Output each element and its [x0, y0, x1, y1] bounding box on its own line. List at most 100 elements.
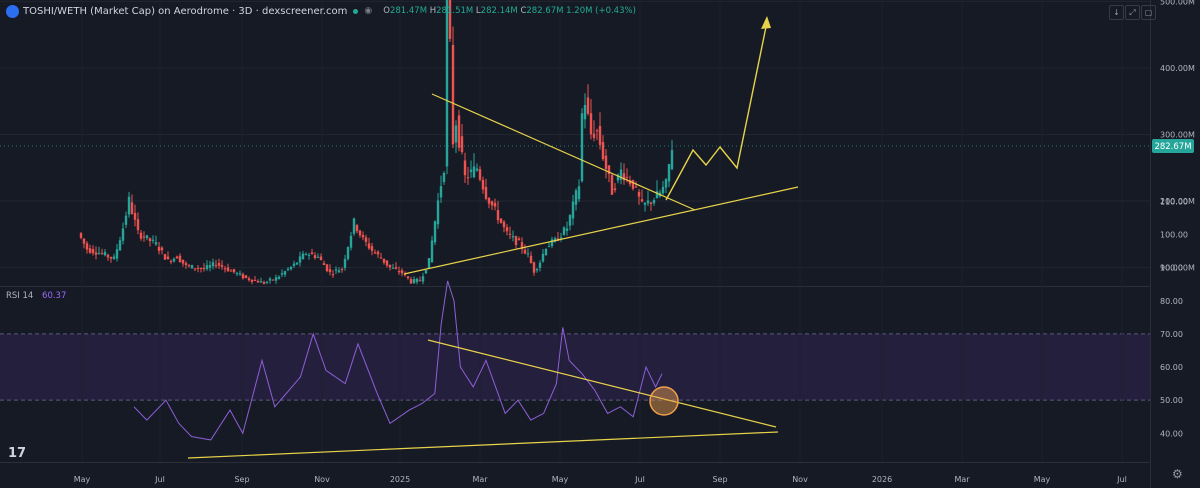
candle-body [640, 199, 644, 202]
candle-body [436, 200, 440, 225]
candle-body [307, 254, 311, 256]
candle-body [607, 165, 611, 175]
candle-body [397, 271, 401, 273]
time-tick-label: May [1034, 475, 1051, 484]
candle-body [418, 280, 422, 282]
candle-body [652, 200, 656, 204]
candle-body [631, 179, 635, 189]
candle-body [619, 169, 623, 180]
candle-body [565, 228, 569, 231]
candle-body [424, 270, 428, 274]
chart-title: TOSHI/WETH (Market Cap) on Aerodrome · 3… [23, 5, 348, 17]
rsi-header: RSI 14 60.37 [6, 291, 66, 301]
candle-body [277, 276, 281, 280]
candle-body [382, 258, 386, 263]
candle-body [223, 268, 227, 270]
candle-body [295, 262, 299, 265]
projection-arrowhead [761, 16, 771, 29]
candle-body [520, 242, 524, 250]
candle-body [325, 264, 329, 272]
time-tick-label: Sep [712, 475, 727, 484]
candle-body [484, 186, 488, 199]
candle-body [280, 273, 284, 275]
snapshot-icon[interactable]: ▢ [1141, 5, 1156, 20]
rsi-tick-label: 100.00 [1160, 231, 1188, 240]
candle-body [454, 125, 458, 143]
candle-body [241, 274, 245, 279]
candle-body [97, 253, 101, 255]
time-tick-label: Mar [472, 475, 488, 484]
candle-body [544, 248, 548, 255]
candle-body [142, 236, 146, 238]
candle-body [592, 133, 596, 138]
time-tick-label: 2025 [390, 475, 410, 484]
time-tick-label: Jul [634, 475, 645, 484]
settings-gear-icon[interactable]: ⚙ [1172, 467, 1183, 481]
tradingview-logo-icon[interactable]: 17 [8, 446, 27, 461]
candles-group [79, 0, 674, 285]
candle-body [412, 279, 416, 284]
candle-body [181, 259, 185, 264]
candle-body [550, 239, 554, 247]
candle-body [622, 173, 626, 181]
candle-body [415, 278, 419, 282]
candle-body [82, 238, 86, 244]
visibility-icon[interactable]: ◉ [364, 6, 373, 16]
candle-body [235, 273, 239, 275]
candle-body [337, 270, 341, 273]
candle-body [649, 202, 653, 205]
candle-body [664, 179, 668, 188]
candle-body [538, 262, 542, 268]
price-resistance-trendline [431, 93, 696, 211]
rsi-tick-label: 60.00 [1160, 363, 1183, 372]
candle-body [355, 225, 359, 232]
candle-body [133, 212, 137, 220]
fullscreen-icon[interactable]: ⤢ [1125, 5, 1140, 20]
candle-body [442, 172, 446, 182]
candle-body [256, 280, 260, 283]
candle-body [529, 255, 533, 264]
candle-body [601, 141, 605, 160]
candle-body [313, 255, 317, 259]
candle-body [463, 160, 467, 176]
candle-body [283, 271, 287, 275]
candle-body [352, 218, 356, 234]
rsi-resistance-trendline [427, 339, 777, 428]
candle-body [499, 218, 503, 223]
price-tick-label: 200.00M [1160, 197, 1195, 206]
candle-body [328, 269, 332, 273]
candle-body [391, 267, 395, 269]
candle-body [271, 279, 275, 281]
candle-body [247, 278, 251, 281]
candle-body [268, 278, 272, 281]
candle-body [616, 174, 620, 181]
candle-body [613, 188, 617, 191]
candle-body [457, 115, 461, 148]
candle-body [547, 246, 551, 248]
candle-body [187, 265, 191, 267]
candle-body [514, 236, 518, 246]
candle-body [646, 200, 650, 204]
candle-body [502, 221, 506, 228]
time-tick-label: Jul [154, 475, 165, 484]
candle-body [304, 253, 308, 255]
candle-body [577, 186, 581, 200]
candle-body [316, 256, 320, 258]
candle-body [661, 186, 665, 194]
candle-body [634, 186, 638, 188]
download-icon[interactable]: ↓ [1109, 5, 1124, 20]
candle-body [361, 235, 365, 238]
candle-body [202, 267, 206, 269]
time-tick-label: May [552, 475, 569, 484]
time-tick-label: May [74, 475, 91, 484]
rsi-tick-label: 90.00 [1160, 264, 1183, 273]
candle-body [571, 201, 575, 219]
candle-body [487, 198, 491, 204]
candle-body [400, 270, 404, 274]
candle-body [88, 248, 92, 253]
candle-body [79, 233, 83, 238]
candle-body [394, 267, 398, 269]
candle-body [511, 236, 515, 238]
candle-body [259, 281, 263, 283]
